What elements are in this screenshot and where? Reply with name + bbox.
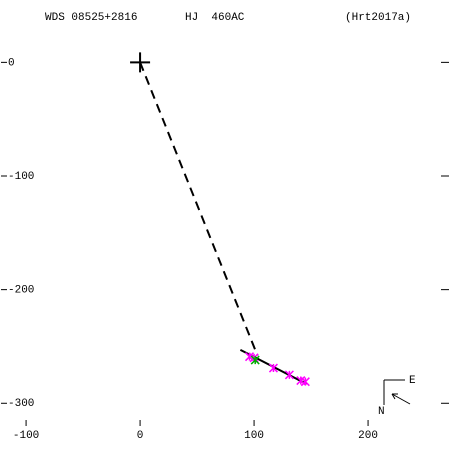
x-tick-label: 0 xyxy=(137,430,144,442)
compass-east: E xyxy=(409,375,416,387)
x-tick-label: -100 xyxy=(13,430,39,442)
motion-arrow-head xyxy=(391,393,398,400)
reference: (Hrt2017a) xyxy=(345,12,411,24)
compass-north: N xyxy=(378,406,385,418)
y-tick-label: -200 xyxy=(8,285,34,297)
x-tick-label: 200 xyxy=(358,430,378,442)
observation xyxy=(284,370,294,380)
observation xyxy=(268,363,278,373)
primary-star xyxy=(130,52,151,73)
x-tick-label: 100 xyxy=(244,430,264,442)
chart-title: WDS 08525+2816 xyxy=(45,12,137,24)
motion-arrow xyxy=(391,393,411,405)
y-tick-label: 0 xyxy=(8,57,15,69)
y-tick-label: -100 xyxy=(8,171,34,183)
y-tick-label: -300 xyxy=(8,398,34,410)
compass xyxy=(383,379,411,405)
observation xyxy=(300,377,310,387)
chart-subtitle: HJ 460AC xyxy=(185,12,245,24)
orbit-line xyxy=(139,61,259,356)
observation xyxy=(250,355,260,365)
